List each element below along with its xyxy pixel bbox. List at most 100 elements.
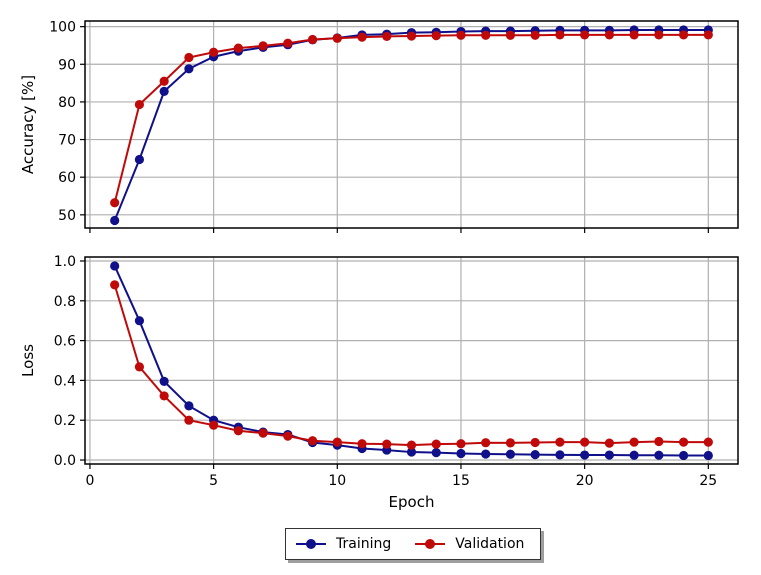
- loss-xtick-label: 10: [328, 473, 346, 489]
- loss-ytick-label: 0.0: [54, 453, 76, 469]
- loss-ytick-label: 0.4: [54, 373, 76, 389]
- loss-training-point: [505, 449, 516, 459]
- legend: Training Validation: [285, 528, 541, 560]
- loss-validation-point: [209, 420, 219, 430]
- loss-xtick-label: 25: [699, 473, 717, 489]
- accuracy-validation-point: [530, 30, 540, 40]
- accuracy-ytick-label: 50: [58, 208, 76, 224]
- loss-validation-point: [110, 280, 120, 290]
- loss-validation-line: [113, 284, 709, 447]
- accuracy-ytick-label: 80: [58, 95, 76, 111]
- loss-training-point: [184, 401, 194, 411]
- accuracy-validation-point: [555, 30, 565, 40]
- legend-marker-validation: [415, 538, 446, 550]
- accuracy-training-point: [110, 215, 120, 226]
- accuracy-validation-point: [580, 30, 590, 40]
- loss-training-point: [481, 449, 491, 459]
- accuracy-validation-point: [604, 30, 614, 40]
- loss-xtick-label: 15: [452, 473, 470, 489]
- legend-item-training: Training: [296, 536, 391, 552]
- loss-validation-point: [703, 437, 713, 447]
- loss-ylabel: Loss: [19, 344, 37, 377]
- loss-xtick-label: 5: [209, 473, 218, 489]
- accuracy-ytick-label: 70: [58, 133, 76, 149]
- accuracy-validation-point: [283, 38, 293, 48]
- loss-validation-point: [580, 437, 590, 447]
- loss-training-point: [604, 450, 614, 460]
- accuracy-validation-point: [456, 30, 466, 40]
- loss-ytick-label: 0.8: [54, 294, 76, 310]
- loss-training-point: [431, 448, 441, 458]
- accuracy-validation-point: [629, 30, 639, 40]
- accuracy-training-point: [159, 86, 169, 96]
- loss-validation-point: [357, 439, 367, 449]
- loss-training-point: [406, 447, 417, 457]
- loss-validation-point: [555, 437, 565, 447]
- accuracy-validation-point: [332, 33, 342, 43]
- accuracy-validation-point: [134, 99, 145, 110]
- accuracy-validation-point: [307, 34, 318, 45]
- loss-frame: [84, 256, 739, 465]
- legend-marker-training: [296, 538, 326, 550]
- loss-validation-point: [505, 438, 516, 448]
- accuracy-training-line: [113, 29, 709, 221]
- loss-validation-point: [233, 426, 243, 436]
- legend-label-training: Training: [336, 536, 392, 552]
- loss-training-point: [110, 261, 120, 271]
- loss-validation-point: [382, 439, 392, 449]
- accuracy-validation-point: [184, 52, 194, 63]
- accuracy-validation-point: [654, 30, 664, 40]
- loss-validation-point: [481, 438, 491, 448]
- loss-training-point: [555, 450, 565, 460]
- legend-label-validation: Validation: [455, 536, 525, 552]
- accuracy-ytick-label: 60: [58, 170, 76, 186]
- accuracy-validation-point: [703, 30, 713, 40]
- loss-validation-point: [456, 439, 466, 449]
- legend-item-validation: Validation: [415, 536, 524, 552]
- accuracy-ytick-label: 90: [58, 57, 76, 73]
- loss-panel: 0 5 10 15 20 25 0.0 0.2 0.4 0.6 0.8 1.0 Loss Epoch: [19, 254, 739, 511]
- accuracy-validation-point: [678, 30, 689, 40]
- accuracy-frame: [84, 20, 739, 229]
- accuracy-validation-point: [110, 198, 120, 208]
- loss-ytick-label: 0.2: [54, 413, 76, 429]
- loss-validation-point: [654, 436, 664, 447]
- loss-training-point: [703, 450, 713, 461]
- loss-ytick-label: 0.6: [54, 334, 76, 350]
- loss-validation-point: [159, 391, 169, 401]
- accuracy-validation-point: [505, 30, 516, 40]
- loss-training-point: [134, 316, 145, 326]
- accuracy-training-point: [184, 64, 194, 74]
- loss-training-point: [678, 450, 689, 461]
- loss-validation-point: [184, 415, 194, 425]
- accuracy-validation-point: [357, 32, 367, 42]
- loss-validation-point: [258, 428, 268, 438]
- loss-xtick-label: 20: [576, 473, 594, 489]
- loss-training-point: [654, 450, 664, 460]
- loss-validation-point: [431, 439, 441, 449]
- loss-training-point: [629, 450, 639, 460]
- loss-training-point: [456, 448, 466, 459]
- loss-validation-point: [134, 362, 145, 372]
- loss-validation-point: [406, 440, 417, 450]
- accuracy-validation-point: [406, 31, 417, 41]
- loss-validation-point: [332, 437, 342, 447]
- loss-training-point: [530, 450, 540, 460]
- accuracy-training-point: [134, 154, 145, 165]
- loss-training-point: [159, 376, 169, 386]
- loss-xlabel: Epoch: [389, 493, 435, 511]
- accuracy-validation-point: [258, 41, 268, 51]
- accuracy-validation-point: [382, 31, 392, 42]
- loss-validation-point: [629, 437, 639, 447]
- loss-validation-point: [678, 437, 689, 447]
- loss-ytick-label: 1.0: [54, 254, 76, 270]
- accuracy-validation-point: [481, 30, 491, 40]
- accuracy-panel: 50 60 70 80 90 100 Accuracy [%]: [19, 20, 739, 233]
- loss-validation-point: [307, 436, 318, 446]
- loss-validation-point: [283, 431, 293, 441]
- loss-xtick-label: 0: [85, 473, 94, 489]
- accuracy-ytick-label: 100: [49, 20, 76, 36]
- loss-training-line: [113, 265, 709, 457]
